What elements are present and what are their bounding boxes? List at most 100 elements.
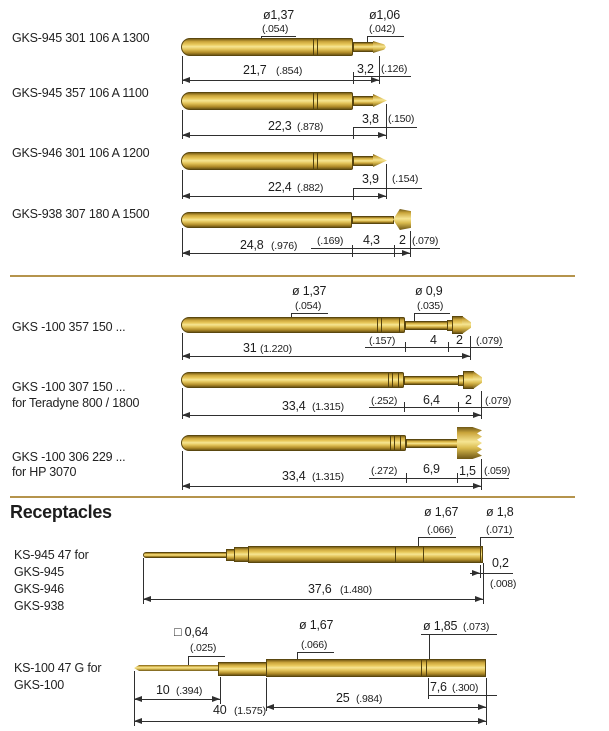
leader-line (291, 313, 292, 318)
dim-length-inch: (.976) (271, 240, 298, 252)
dim-line (182, 196, 386, 197)
dim-shelf (353, 76, 411, 77)
leader-line (367, 36, 368, 43)
probe-head (463, 371, 474, 389)
dim-length: 37,6 (308, 582, 332, 596)
probe-barrel (181, 372, 404, 388)
dim-seg1: 6,9 (423, 462, 440, 476)
barrel-groove (317, 153, 318, 169)
dim-length: 22,4 (268, 180, 292, 194)
barrel-groove (313, 39, 314, 55)
dim-arrow (182, 412, 190, 418)
dim-line (134, 699, 220, 700)
dim-shelf (311, 248, 440, 249)
dim-seg1-inch: (.272) (371, 465, 398, 477)
extension-line (483, 563, 484, 604)
dim-tip: 3,8 (362, 112, 379, 126)
dim-arrow (182, 77, 190, 83)
part-number: GKS -100 306 229 ... (12, 450, 126, 464)
dim-dia1-inch-s2: (.054) (295, 300, 322, 312)
barrel-groove (381, 318, 382, 332)
dim-length: 33,4 (282, 469, 306, 483)
probe-tip-cone (373, 41, 386, 53)
dim-square-inch: (.025) (190, 642, 217, 654)
extension-line (182, 228, 183, 257)
extension-line (386, 104, 387, 139)
probe-tip-cone (373, 154, 387, 167)
part-number-sub: for Teradyne 800 / 1800 (12, 396, 140, 410)
dim-mid: 25 (336, 691, 350, 705)
dim-tip-inch: (.150) (388, 113, 415, 125)
dim-seg2: 2 (456, 333, 463, 347)
dim-arrow (473, 412, 481, 418)
part-number-sub: for HP 3070 (12, 465, 77, 479)
dim-line (182, 253, 410, 254)
receptacle-square-pin (134, 665, 219, 671)
dim-dia1-inch-ks100: (.066) (301, 639, 328, 651)
leader-line (297, 652, 298, 660)
dim-dia2-ks100: ø 1,85 (423, 619, 458, 633)
dim-tick (353, 188, 354, 200)
extension-line (182, 110, 183, 139)
dim-seg1: 4 (430, 333, 437, 347)
leader-line (297, 652, 334, 653)
probe-head (393, 209, 411, 230)
dim-lip: 0,2 (492, 556, 509, 570)
probe-barrel (181, 152, 353, 170)
probe-plunger (353, 156, 374, 166)
probe-plunger (353, 96, 374, 106)
section-divider (10, 275, 575, 277)
dim-line (266, 707, 486, 708)
probe-head-crown (457, 427, 482, 459)
dim-dia1-s1: ø1,37 (263, 8, 294, 22)
dim-arrow (266, 704, 274, 710)
dim-seg1-inch: (.157) (369, 335, 396, 347)
dim-line (182, 415, 481, 416)
probe-barrel (181, 435, 406, 451)
dim-lip-inch: (.008) (490, 578, 517, 590)
extension-line (470, 336, 471, 360)
dim-line (182, 80, 379, 81)
dim-seg2-inch: (.079) (485, 395, 512, 407)
probe-plunger (353, 42, 374, 52)
dim-line (134, 721, 486, 722)
dim-tick (353, 72, 354, 84)
dim-seg2-inch: (.059) (484, 465, 511, 477)
probe-head-cone (473, 371, 482, 389)
dim-arrow (473, 483, 481, 489)
dim-mid-inch: (.984) (356, 693, 383, 705)
part-number: GKS -100 307 150 ... (12, 380, 126, 394)
leader-line (418, 537, 419, 546)
part-number: GKS-945 301 106 A 1300 (12, 31, 150, 45)
dim-tick (406, 473, 407, 483)
dim-seg1: 4,3 (363, 233, 380, 247)
extension-line (182, 388, 183, 419)
dim-arrow (182, 483, 190, 489)
dim-arrow (134, 696, 142, 702)
dim-dia2-inch-ks100: (.073) (463, 621, 490, 633)
receptacle-body (266, 659, 486, 677)
dim-length-inch: (1.315) (312, 401, 344, 413)
dim-arrow (143, 596, 151, 602)
dim-pin: 10 (156, 683, 170, 697)
extension-line (182, 333, 183, 360)
dim-dia2-s2: ø 0,9 (415, 284, 443, 298)
dim-arrow (402, 250, 410, 256)
body-seam (395, 547, 396, 562)
dim-tick (404, 402, 405, 412)
probe-tip-cone (373, 94, 387, 107)
dim-total: 40 (213, 703, 227, 717)
dim-seg1: 6,4 (423, 393, 440, 407)
dim-shelf (365, 347, 503, 348)
leader-line (188, 656, 225, 657)
dim-length: 24,8 (240, 238, 264, 252)
extension-line (386, 164, 387, 199)
dim-shelf (353, 188, 422, 189)
body-groove (426, 660, 427, 676)
receptacle-collar (218, 662, 267, 676)
dim-arrow (134, 718, 142, 724)
dim-line (182, 486, 481, 487)
dim-line (182, 356, 470, 357)
extension-line (182, 451, 183, 490)
dim-arrow (182, 132, 190, 138)
